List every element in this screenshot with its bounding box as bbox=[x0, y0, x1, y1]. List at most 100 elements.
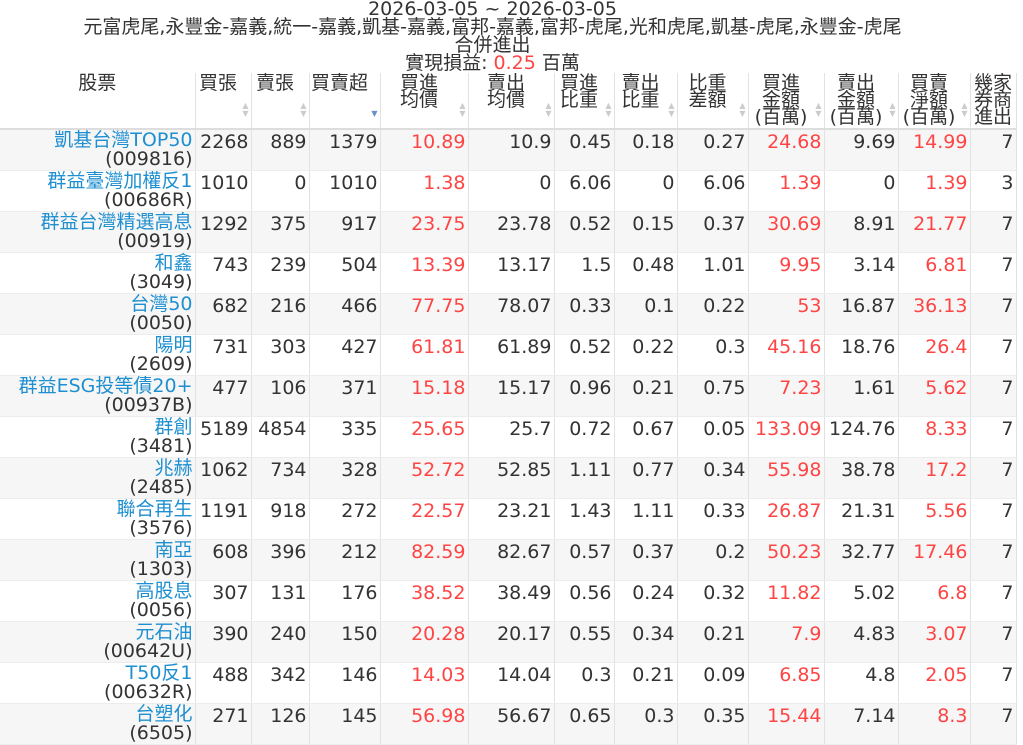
stock-cell[interactable]: 陽明 (2609) bbox=[0, 334, 196, 376]
table-row[interactable]: T50反1 (00632R) 488 342 146 14.03 14.04 0.3 0.21 0… bbox=[0, 662, 1017, 704]
sort-icon[interactable]: ▲ ▼ bbox=[605, 101, 612, 118]
stock-name-link[interactable]: 陽明 bbox=[154, 334, 193, 356]
column-header-10[interactable]: 賣出 金額 (百萬) ▲ ▼ bbox=[824, 73, 899, 130]
cell-比重差額: 0.35 bbox=[677, 703, 749, 745]
stock-name-link[interactable]: 群創 bbox=[154, 416, 193, 438]
column-header-11[interactable]: 買賣 淨額 (百萬) ▲ ▼ bbox=[898, 73, 971, 130]
stock-name-link[interactable]: 南亞 bbox=[154, 539, 193, 561]
column-header-3[interactable]: 買賣超 ▼ bbox=[309, 73, 381, 130]
cell-買賣淨額(百萬): 17.46 bbox=[898, 539, 971, 581]
cell-買賣淨額(百萬): 17.2 bbox=[898, 457, 971, 499]
column-header-5[interactable]: 賣出 均價 ▲ ▼ bbox=[468, 73, 555, 130]
stock-name-link[interactable]: 和鑫 bbox=[154, 252, 193, 274]
stock-cell[interactable]: 台灣50 (0050) bbox=[0, 293, 196, 335]
column-header-7[interactable]: 賣出 比重 ▲ ▼ bbox=[614, 73, 678, 130]
stock-name-link[interactable]: 聯合再生 bbox=[116, 498, 193, 520]
column-header-6[interactable]: 買進 比重 ▲ ▼ bbox=[554, 73, 615, 130]
stock-cell[interactable]: 和鑫 (3049) bbox=[0, 252, 196, 294]
column-header-9[interactable]: 買進 金額 (百萬) ▲ ▼ bbox=[748, 73, 825, 130]
stock-name-link[interactable]: 台塑化 bbox=[135, 703, 193, 725]
cell-比重差額: 0.75 bbox=[677, 375, 749, 417]
stock-name-link[interactable]: 群益臺灣加權反1 bbox=[47, 170, 193, 192]
table-row[interactable]: 群益ESG投等債20+ (00937B) 477 106 371 15.18 15.17 0.… bbox=[0, 375, 1017, 417]
cell-買進均價: 77.75 bbox=[380, 293, 469, 335]
column-header-12[interactable]: 幾家 券商 進出 bbox=[970, 73, 1017, 130]
cell-幾家券商進出: 7 bbox=[970, 498, 1017, 540]
stock-name-link[interactable]: 群益ESG投等債20+ bbox=[18, 375, 193, 397]
column-header-2[interactable]: 賣張 ▲ ▼ bbox=[251, 73, 310, 130]
stock-cell[interactable]: 南亞 (1303) bbox=[0, 539, 196, 581]
cell-買進均價: 23.75 bbox=[380, 211, 469, 253]
table-row[interactable]: 和鑫 (3049) 743 239 504 13.39 13.17 1.5 0.48 1.01 9.… bbox=[0, 252, 1017, 294]
cell-買進均價: 22.57 bbox=[380, 498, 469, 540]
sort-icon[interactable]: ▲ ▼ bbox=[961, 101, 968, 118]
sort-icon[interactable]: ▲ ▼ bbox=[545, 101, 552, 118]
cell-比重差額: 0.2 bbox=[677, 539, 749, 581]
sort-icon[interactable]: ▲ ▼ bbox=[300, 101, 307, 118]
cell-買進比重: 0.33 bbox=[554, 293, 615, 335]
stock-cell[interactable]: 群益ESG投等債20+ (00937B) bbox=[0, 375, 196, 417]
stock-cell[interactable]: 高股息 (0056) bbox=[0, 580, 196, 622]
stock-name-link[interactable]: 高股息 bbox=[135, 580, 193, 602]
cell-賣出比重: 0.18 bbox=[614, 129, 678, 171]
cell-幾家券商進出: 7 bbox=[970, 457, 1017, 499]
stock-name-link[interactable]: 群益台灣精選高息 bbox=[40, 211, 193, 233]
cell-買張: 731 bbox=[195, 334, 252, 376]
realized-pnl: 實現損益: 0.25 百萬 bbox=[405, 52, 580, 74]
cell-買進均價: 1.38 bbox=[380, 170, 469, 212]
cell-賣出比重: 0.21 bbox=[614, 375, 678, 417]
column-header-0[interactable]: 股票 bbox=[0, 73, 196, 130]
table-row[interactable]: 台塑化 (6505) 271 126 145 56.98 56.67 0.65 0.3 0.35 1… bbox=[0, 703, 1017, 745]
cell-買進比重: 0.72 bbox=[554, 416, 615, 458]
column-header-1[interactable]: 買張 ▲ ▼ bbox=[195, 73, 252, 130]
cell-賣出金額(百萬): 4.8 bbox=[824, 662, 899, 704]
stock-cell[interactable]: 台塑化 (6505) bbox=[0, 703, 196, 745]
cell-買進金額(百萬): 7.23 bbox=[748, 375, 825, 417]
sort-icon[interactable]: ▲ ▼ bbox=[242, 101, 249, 118]
table-row[interactable]: 陽明 (2609) 731 303 427 61.81 61.89 0.52 0.22 0.3 45… bbox=[0, 334, 1017, 376]
stock-code: (2485) bbox=[129, 475, 193, 498]
sort-icon[interactable]: ▲ ▼ bbox=[739, 101, 746, 118]
stock-name-link[interactable]: T50反1 bbox=[125, 662, 193, 684]
stock-code: (00686R) bbox=[104, 188, 193, 211]
stock-name-link[interactable]: 凱基台灣TOP50 bbox=[54, 129, 193, 151]
table-row[interactable]: 群創 (3481) 5189 4854 335 25.65 25.7 0.72 0.67 0.05… bbox=[0, 416, 1017, 458]
table-row[interactable]: 兆赫 (2485) 1062 734 328 52.72 52.85 1.11 0.77 0.34… bbox=[0, 457, 1017, 499]
table-row[interactable]: 聯合再生 (3576) 1191 918 272 22.57 23.21 1.43 1.11 0.… bbox=[0, 498, 1017, 540]
table-row[interactable]: 元石油 (00642U) 390 240 150 20.28 20.17 0.55 0.34 0.… bbox=[0, 621, 1017, 663]
cell-買進比重: 0.65 bbox=[554, 703, 615, 745]
cell-賣出金額(百萬): 32.77 bbox=[824, 539, 899, 581]
stock-cell[interactable]: 群益臺灣加權反1 (00686R) bbox=[0, 170, 196, 212]
table-row[interactable]: 群益臺灣加權反1 (00686R) 1010 0 1010 1.38 0 6.06 0 6.06 1… bbox=[0, 170, 1017, 212]
stock-name-link[interactable]: 兆赫 bbox=[154, 457, 193, 479]
stock-cell[interactable]: 凱基台灣TOP50 (009816) bbox=[0, 129, 196, 171]
sort-icon[interactable]: ▲ ▼ bbox=[668, 101, 675, 118]
stock-code: (00642U) bbox=[103, 639, 193, 662]
table-row[interactable]: 高股息 (0056) 307 131 176 38.52 38.49 0.56 0.24 0.32… bbox=[0, 580, 1017, 622]
stock-name-link[interactable]: 台灣50 bbox=[130, 293, 193, 315]
cell-買賣超: 427 bbox=[309, 334, 381, 376]
table-row[interactable]: 南亞 (1303) 608 396 212 82.59 82.67 0.57 0.37 0.2 50… bbox=[0, 539, 1017, 581]
cell-買進比重: 0.52 bbox=[554, 211, 615, 253]
column-header-4[interactable]: 買進 均價 ▲ ▼ bbox=[380, 73, 469, 130]
column-header-8[interactable]: 比重 差額 ▲ ▼ bbox=[677, 73, 749, 130]
stock-cell[interactable]: T50反1 (00632R) bbox=[0, 662, 196, 704]
stock-cell[interactable]: 群創 (3481) bbox=[0, 416, 196, 458]
cell-賣張: 126 bbox=[251, 703, 310, 745]
stock-cell[interactable]: 聯合再生 (3576) bbox=[0, 498, 196, 540]
table-row[interactable]: 群益台灣精選高息 (00919) 1292 375 917 23.75 23.78 0.52 0… bbox=[0, 211, 1017, 253]
stock-cell[interactable]: 元石油 (00642U) bbox=[0, 621, 196, 663]
sort-icon[interactable]: ▲ ▼ bbox=[889, 101, 896, 118]
stock-cell[interactable]: 兆赫 (2485) bbox=[0, 457, 196, 499]
cell-賣張: 889 bbox=[251, 129, 310, 171]
cell-比重差額: 6.06 bbox=[677, 170, 749, 212]
table-row[interactable]: 台灣50 (0050) 682 216 466 77.75 78.07 0.33 0.1 0.22… bbox=[0, 293, 1017, 335]
sort-icon[interactable]: ▲ ▼ bbox=[459, 101, 466, 118]
cell-買張: 743 bbox=[195, 252, 252, 294]
stock-name-link[interactable]: 元石油 bbox=[135, 621, 193, 643]
sort-icon[interactable]: ▲ ▼ bbox=[815, 101, 822, 118]
cell-賣出比重: 0.21 bbox=[614, 662, 678, 704]
table-row[interactable]: 凱基台灣TOP50 (009816) 2268 889 1379 10.89 10.9 0.4… bbox=[0, 129, 1017, 171]
sort-desc-icon[interactable]: ▼ bbox=[371, 109, 378, 118]
stock-cell[interactable]: 群益台灣精選高息 (00919) bbox=[0, 211, 196, 253]
